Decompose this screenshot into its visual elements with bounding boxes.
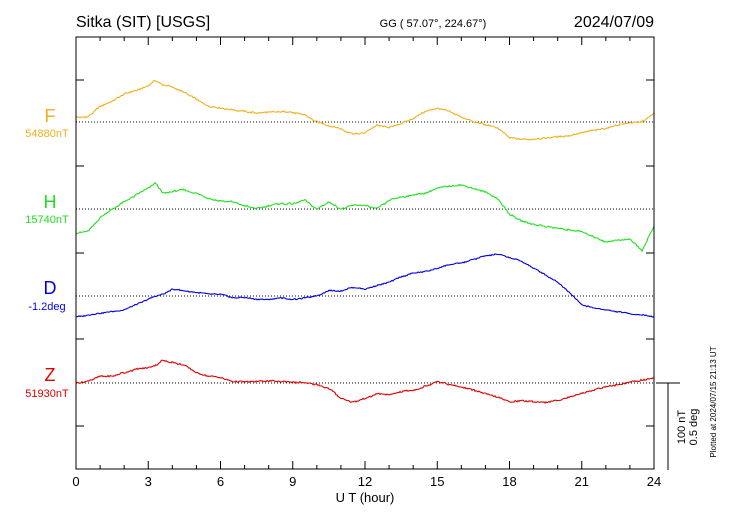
scale-label-deg: 0.5 deg — [688, 409, 700, 446]
station-coordinates: GG ( 57.07°, 224.67°) — [380, 18, 487, 30]
x-tick-label: 18 — [502, 474, 516, 489]
series-lines — [75, 79, 655, 404]
scale-label-nt: 100 nT — [676, 410, 688, 445]
series-line-H — [75, 182, 655, 253]
plotted-timestamp: Plotted at 2024/07/15 21:13 UT — [709, 346, 718, 457]
grid — [76, 121, 654, 384]
series-baseline-D: -1.2deg — [28, 301, 65, 313]
axis-ticks — [75, 36, 655, 470]
series-baseline-H: 15740nT — [25, 214, 69, 226]
x-tick-label: 9 — [289, 474, 296, 489]
chart-title: Sitka (SIT) [USGS] — [76, 14, 210, 31]
series-line-Z — [75, 359, 655, 404]
x-tick-label: 21 — [575, 474, 589, 489]
x-tick-label: 0 — [72, 474, 79, 489]
series-name-D: D — [44, 278, 57, 298]
series-name-Z: Z — [45, 365, 56, 385]
x-tick-label: 24 — [647, 474, 661, 489]
series-line-D — [75, 253, 655, 318]
series-line-F — [75, 79, 655, 141]
series-name-H: H — [44, 192, 57, 212]
x-tick-label: 15 — [430, 474, 444, 489]
series-baseline-Z: 51930nT — [25, 388, 69, 400]
scale-bar: 100 nT 0.5 deg — [656, 382, 700, 470]
plot-frame — [75, 36, 655, 470]
series-baseline-F: 54880nT — [25, 128, 69, 140]
x-tick-label: 6 — [217, 474, 224, 489]
x-tick-label: 3 — [145, 474, 152, 489]
labels: 0 3 6 9 12 15 18 21 24 F 54880nT H 15740nT D -1.2deg Z 5… — [25, 106, 661, 489]
series-name-F: F — [45, 106, 56, 126]
chart-date: 2024/07/09 — [574, 14, 654, 31]
x-axis-label: U T (hour) — [336, 490, 395, 505]
x-tick-label: 12 — [358, 474, 372, 489]
